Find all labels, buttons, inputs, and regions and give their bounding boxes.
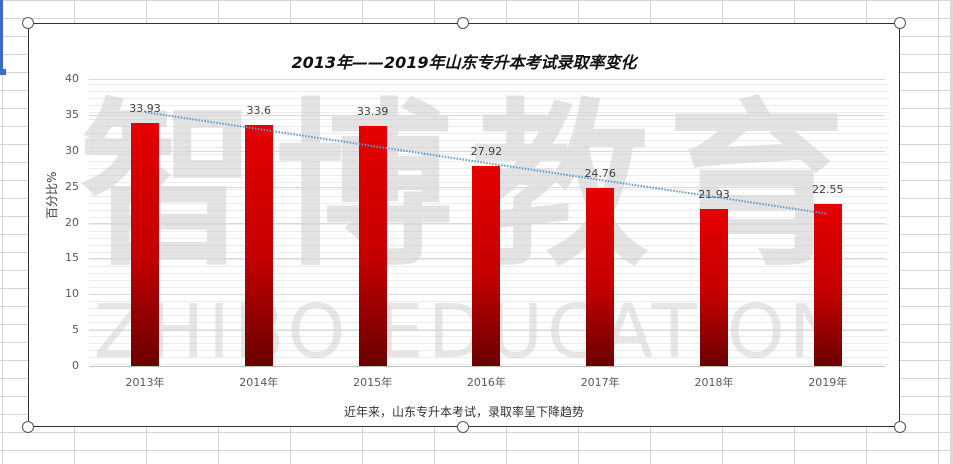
x-tick-label: 2019年 bbox=[808, 376, 848, 389]
bar[interactable] bbox=[244, 124, 273, 366]
data-label: 33.6 bbox=[246, 103, 272, 117]
chart-object[interactable]: 智博教育 ZHIBO EDUCATION 403530252015105033.… bbox=[28, 23, 900, 427]
bar[interactable] bbox=[586, 188, 615, 366]
resize-handle-top-right[interactable] bbox=[894, 17, 906, 29]
x-tick-label: 2013年 bbox=[125, 376, 165, 389]
data-label: 27.92 bbox=[470, 144, 503, 158]
resize-handle-bottom-right[interactable] bbox=[894, 421, 906, 433]
y-tick-label: 10 bbox=[65, 287, 79, 301]
chart-caption[interactable]: 近年来，山东专升本考试，录取率呈下降趋势 bbox=[343, 405, 584, 419]
x-tick-label: 2016年 bbox=[466, 376, 506, 389]
data-label: 22.55 bbox=[812, 183, 844, 197]
x-tick-label: 2017年 bbox=[580, 376, 620, 389]
gridline bbox=[89, 114, 885, 116]
trendline[interactable] bbox=[29, 24, 901, 428]
gridline bbox=[89, 150, 885, 152]
y-tick-label: 15 bbox=[65, 251, 79, 265]
chart-title[interactable]: 2013年——2019年山东专升本考试录取率变化 bbox=[291, 53, 637, 72]
gridline bbox=[89, 79, 885, 80]
data-label: 24.76 bbox=[584, 167, 616, 181]
bar[interactable] bbox=[358, 126, 387, 366]
bar[interactable] bbox=[131, 122, 159, 366]
y-tick-label: 0 bbox=[72, 359, 79, 372]
plot-area[interactable]: 40 35 30 25 20 15 10 5 0 33.93 2013年 33.6 2014年 33.39… bbox=[29, 24, 899, 426]
bar[interactable] bbox=[813, 204, 842, 366]
fill-handle[interactable] bbox=[0, 69, 6, 75]
y-tick-label: 35 bbox=[65, 107, 79, 121]
bar[interactable] bbox=[700, 208, 728, 366]
gridline bbox=[89, 366, 885, 367]
y-tick-label: 40 bbox=[65, 72, 79, 85]
bar[interactable] bbox=[472, 165, 501, 366]
data-label: 33.39 bbox=[356, 105, 389, 119]
y-tick-label: 30 bbox=[65, 143, 79, 157]
y-axis-title[interactable]: 百分比% bbox=[45, 171, 59, 219]
data-label: 33.93 bbox=[129, 101, 161, 115]
x-tick-label: 2014年 bbox=[239, 376, 279, 389]
y-tick-label: 20 bbox=[65, 215, 79, 229]
y-tick-label: 25 bbox=[65, 179, 79, 193]
x-tick-label: 2018年 bbox=[694, 376, 734, 389]
resize-handle-top-left[interactable] bbox=[22, 17, 34, 29]
x-tick-label: 2015年 bbox=[353, 376, 393, 389]
scrollbar-edge[interactable] bbox=[950, 0, 953, 464]
resize-handle-top[interactable] bbox=[457, 17, 469, 29]
y-tick-label: 5 bbox=[72, 323, 79, 337]
resize-handle-bottom-left[interactable] bbox=[22, 421, 34, 433]
cell-selection-border bbox=[0, 0, 3, 72]
resize-handle-bottom[interactable] bbox=[457, 421, 469, 433]
